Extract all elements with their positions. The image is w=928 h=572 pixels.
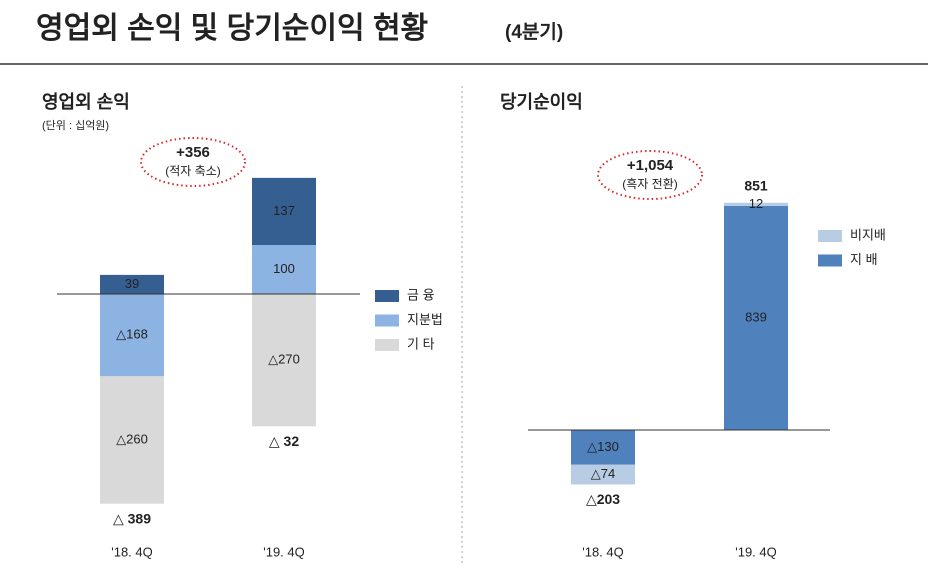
total-label: △ 32	[269, 433, 299, 449]
bar-segment	[724, 205, 788, 430]
bar-segment	[724, 202, 788, 206]
legend-label: 금 융	[407, 287, 435, 302]
value-label: 12	[749, 196, 763, 211]
legend-swatch	[818, 254, 842, 267]
bar-segment	[100, 376, 164, 504]
value-label: △270	[268, 352, 300, 367]
x-tick-label: '18. 4Q	[582, 544, 624, 559]
annotation-text: +356	[176, 144, 210, 161]
x-tick-label: '18. 4Q	[111, 544, 153, 559]
annotation-text: +1,054	[627, 157, 674, 174]
x-tick-label: '19. 4Q	[263, 544, 305, 559]
page-note: (4분기)	[505, 21, 563, 43]
legend-label: 지분법	[407, 312, 443, 327]
value-label: 100	[273, 261, 295, 276]
legend-label: 지 배	[850, 252, 878, 267]
total-label: △ 389	[113, 510, 151, 526]
legend-label: 기 타	[407, 336, 435, 351]
value-label: 137	[273, 203, 295, 218]
bar-segment	[252, 177, 316, 245]
value-label: △168	[116, 327, 148, 342]
annotation-subtext: (적자 축소)	[165, 164, 221, 178]
legend-label: 비지배	[850, 227, 886, 242]
bar-segment	[571, 430, 635, 465]
value-label: △260	[116, 431, 148, 446]
annotation-ellipse	[140, 137, 246, 187]
bar-segment	[571, 464, 635, 485]
annotation-ellipse	[597, 150, 703, 200]
value-label: △74	[591, 466, 615, 481]
chart-title: 당기순이익	[500, 92, 583, 112]
bar-segment	[100, 294, 164, 377]
bar-segment	[100, 274, 164, 294]
legend-swatch	[818, 230, 842, 242]
legend-swatch	[375, 290, 399, 302]
legend-swatch	[375, 339, 399, 351]
chart-subtitle: (단위 : 십억원)	[42, 119, 109, 132]
annotation-subtext: (흑자 전환)	[622, 177, 678, 191]
page-title: 영업외 손익 및 당기순이익 현황	[36, 12, 428, 45]
total-label: 851	[744, 177, 768, 193]
value-label: 839	[745, 309, 767, 324]
value-label: △130	[587, 439, 619, 454]
total-label: △203	[586, 491, 620, 507]
bar-segment	[252, 294, 316, 427]
value-label: 39	[125, 276, 139, 291]
legend-swatch	[375, 314, 399, 327]
bar-segment	[252, 245, 316, 294]
x-tick-label: '19. 4Q	[735, 544, 777, 559]
chart-title: 영업외 손익	[42, 92, 130, 112]
